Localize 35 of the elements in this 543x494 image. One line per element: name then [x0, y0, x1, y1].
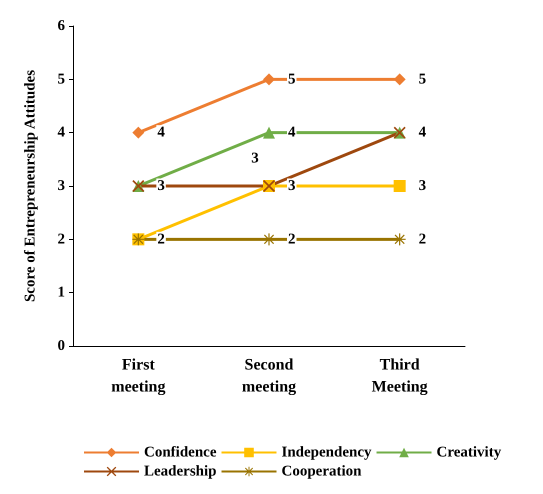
- legend-label: Creativity: [436, 444, 502, 460]
- point: [394, 73, 406, 86]
- y-tick-label: 3: [58, 178, 65, 194]
- data-label: 2: [418, 231, 426, 248]
- point: [263, 126, 275, 139]
- y-tick-label: 0: [58, 338, 65, 354]
- data-label: 4: [418, 124, 427, 141]
- data-label: 5: [288, 71, 296, 88]
- data-label: 3: [288, 178, 296, 194]
- point: [263, 73, 275, 86]
- data-label: 4: [288, 124, 296, 141]
- data-label: 2: [288, 231, 296, 248]
- data-label: 3: [251, 150, 259, 166]
- point: [132, 126, 144, 139]
- y-tick-label: 5: [58, 71, 65, 88]
- legend-label: Cooperation: [282, 464, 362, 480]
- legend-label: Confidence: [144, 444, 217, 460]
- y-tick-label: 4: [58, 124, 66, 141]
- x-tick-label: Third Meeting: [372, 356, 428, 396]
- data-label: 5: [418, 71, 426, 88]
- point: [394, 233, 406, 246]
- data-label: 3: [418, 178, 426, 194]
- data-label: 4: [157, 124, 166, 141]
- legend-label: Independency: [281, 444, 372, 460]
- y-axis-title: Score of Entrepreneurship Attitudes: [22, 70, 38, 302]
- x-tick-label: Second meeting: [242, 356, 296, 396]
- y-tick-label: 1: [58, 284, 65, 301]
- x-tick-label: First meeting: [111, 356, 166, 396]
- y-tick-label: 6: [58, 18, 66, 34]
- point: [394, 180, 406, 192]
- data-label: 2: [157, 231, 165, 248]
- y-tick-label: 2: [58, 231, 65, 248]
- legend-label: Leadership: [144, 464, 217, 480]
- point: [263, 233, 275, 246]
- data-label: 3: [157, 178, 165, 194]
